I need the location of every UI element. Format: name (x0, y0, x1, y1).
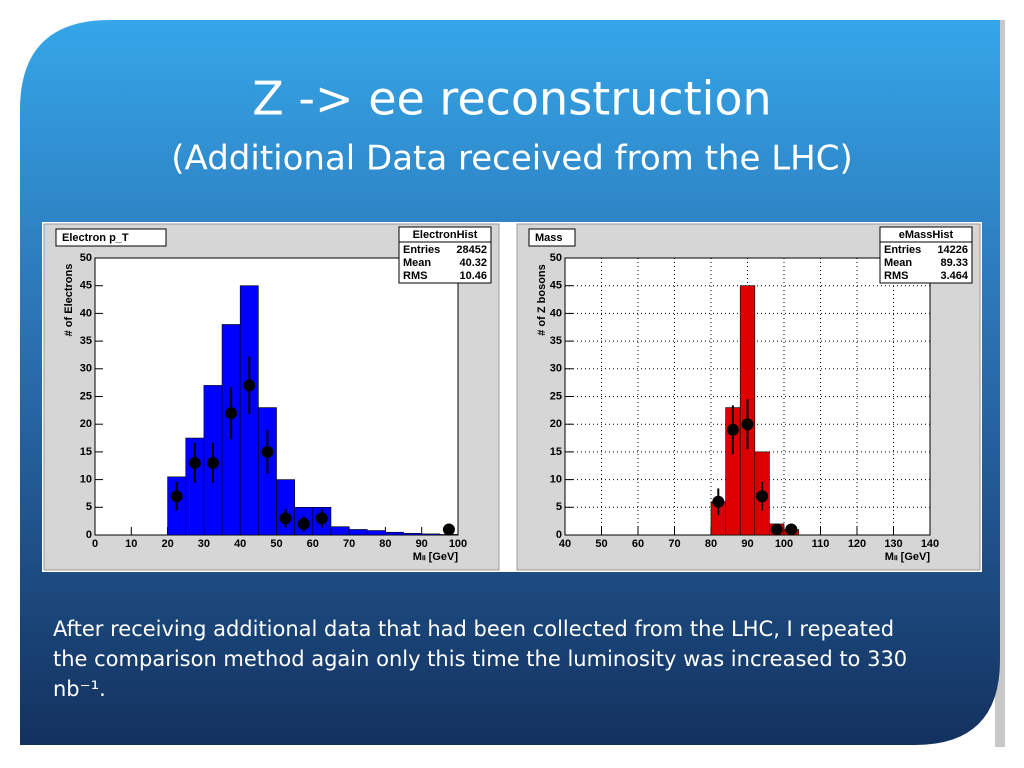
x-tick-label: 130 (884, 538, 902, 550)
histogram-bar (348, 529, 368, 536)
data-point (261, 445, 274, 458)
y-tick-label: 40 (550, 307, 562, 319)
y-tick-label: 30 (550, 363, 562, 375)
stats-label: Entries (403, 244, 440, 256)
x-tick-label: 60 (632, 538, 644, 550)
y-tick-label: 5 (86, 501, 92, 513)
y-tick-label: 35 (80, 335, 92, 347)
x-tick-label: 10 (125, 538, 137, 550)
data-point (279, 512, 292, 525)
histogram-bar (330, 526, 350, 536)
data-point (188, 456, 201, 469)
y-tick-label: 25 (80, 390, 92, 402)
chart-title: Mass (535, 232, 563, 244)
stats-value: 40.32 (459, 257, 487, 269)
y-tick-label: 20 (550, 418, 562, 430)
y-tick-label: 40 (80, 307, 92, 319)
y-tick-label: 35 (550, 335, 562, 347)
y-tick-label: 0 (556, 529, 562, 541)
data-point (741, 418, 754, 431)
y-axis-label: # of Z bosons (536, 264, 548, 336)
x-tick-label: 100 (449, 538, 467, 550)
y-tick-label: 45 (80, 280, 92, 292)
slide-title: Z -> ee reconstruction (252, 72, 771, 126)
x-tick-label: 110 (812, 538, 830, 550)
x-tick-label: 40 (559, 538, 571, 550)
data-point (315, 512, 328, 525)
stats-label: Mean (884, 257, 912, 269)
stats-name: eMassHist (899, 229, 954, 241)
x-tick-label: 70 (343, 538, 355, 550)
x-tick-label: 60 (307, 538, 319, 550)
data-point (297, 517, 310, 530)
x-tick-label: 100 (775, 538, 793, 550)
data-point (726, 423, 739, 436)
x-tick-label: 50 (595, 538, 607, 550)
chart-title: Electron p_T (62, 232, 129, 244)
data-point (243, 379, 256, 392)
stats-label: RMS (403, 270, 427, 282)
y-axis-label: # of Electrons (63, 264, 75, 337)
x-tick-label: 0 (92, 538, 98, 550)
y-tick-label: 15 (80, 446, 92, 458)
title-box (528, 228, 576, 247)
data-point (442, 523, 455, 536)
data-point (785, 523, 798, 536)
title-box (55, 228, 167, 247)
y-tick-label: 50 (80, 252, 92, 264)
x-tick-label: 90 (741, 538, 753, 550)
data-point (170, 490, 183, 503)
stats-label: RMS (884, 270, 908, 282)
stats-value: 28452 (456, 244, 487, 256)
x-tick-label: 70 (668, 538, 680, 550)
stats-box (398, 226, 492, 284)
y-tick-label: 20 (80, 418, 92, 430)
body-text: After receiving additional data that had… (53, 617, 908, 701)
slide-subtitle: (Additional Data received from the LHC) (171, 139, 852, 179)
x-tick-label: 80 (379, 538, 391, 550)
x-tick-label: 20 (161, 538, 173, 550)
data-point (756, 490, 769, 503)
y-tick-label: 10 (550, 474, 562, 486)
stats-box (879, 226, 973, 284)
y-tick-label: 50 (550, 252, 562, 264)
y-tick-label: 10 (80, 474, 92, 486)
stats-value: 14226 (937, 244, 968, 256)
stats-name: ElectronHist (413, 229, 478, 241)
stats-value: 3.464 (940, 270, 968, 282)
y-tick-label: 5 (556, 501, 562, 513)
x-axis-label: Mₗₗ [GeV] (885, 551, 931, 563)
histogram-bar (385, 531, 404, 536)
data-point (206, 456, 219, 469)
histogram-bar (366, 530, 386, 536)
data-point (770, 523, 783, 536)
x-axis-label: Mₗₗ [GeV] (413, 551, 459, 563)
stats-value: 89.33 (940, 257, 968, 269)
y-tick-label: 30 (80, 363, 92, 375)
x-tick-label: 90 (416, 538, 428, 550)
data-point (225, 407, 238, 420)
stats-label: Mean (403, 257, 431, 269)
x-tick-label: 30 (198, 538, 210, 550)
histogram-bar (403, 533, 422, 536)
x-tick-label: 80 (705, 538, 717, 550)
histogram-bar (421, 533, 441, 536)
y-tick-label: 25 (550, 390, 562, 402)
y-tick-label: 15 (550, 446, 562, 458)
x-tick-label: 140 (921, 538, 939, 550)
x-tick-label: 40 (234, 538, 246, 550)
stats-value: 10.46 (459, 270, 487, 282)
y-tick-label: 0 (86, 529, 92, 541)
x-tick-label: 120 (848, 538, 866, 550)
y-tick-label: 45 (550, 280, 562, 292)
data-point (712, 495, 725, 508)
x-tick-label: 50 (270, 538, 282, 550)
stats-label: Entries (884, 244, 921, 256)
